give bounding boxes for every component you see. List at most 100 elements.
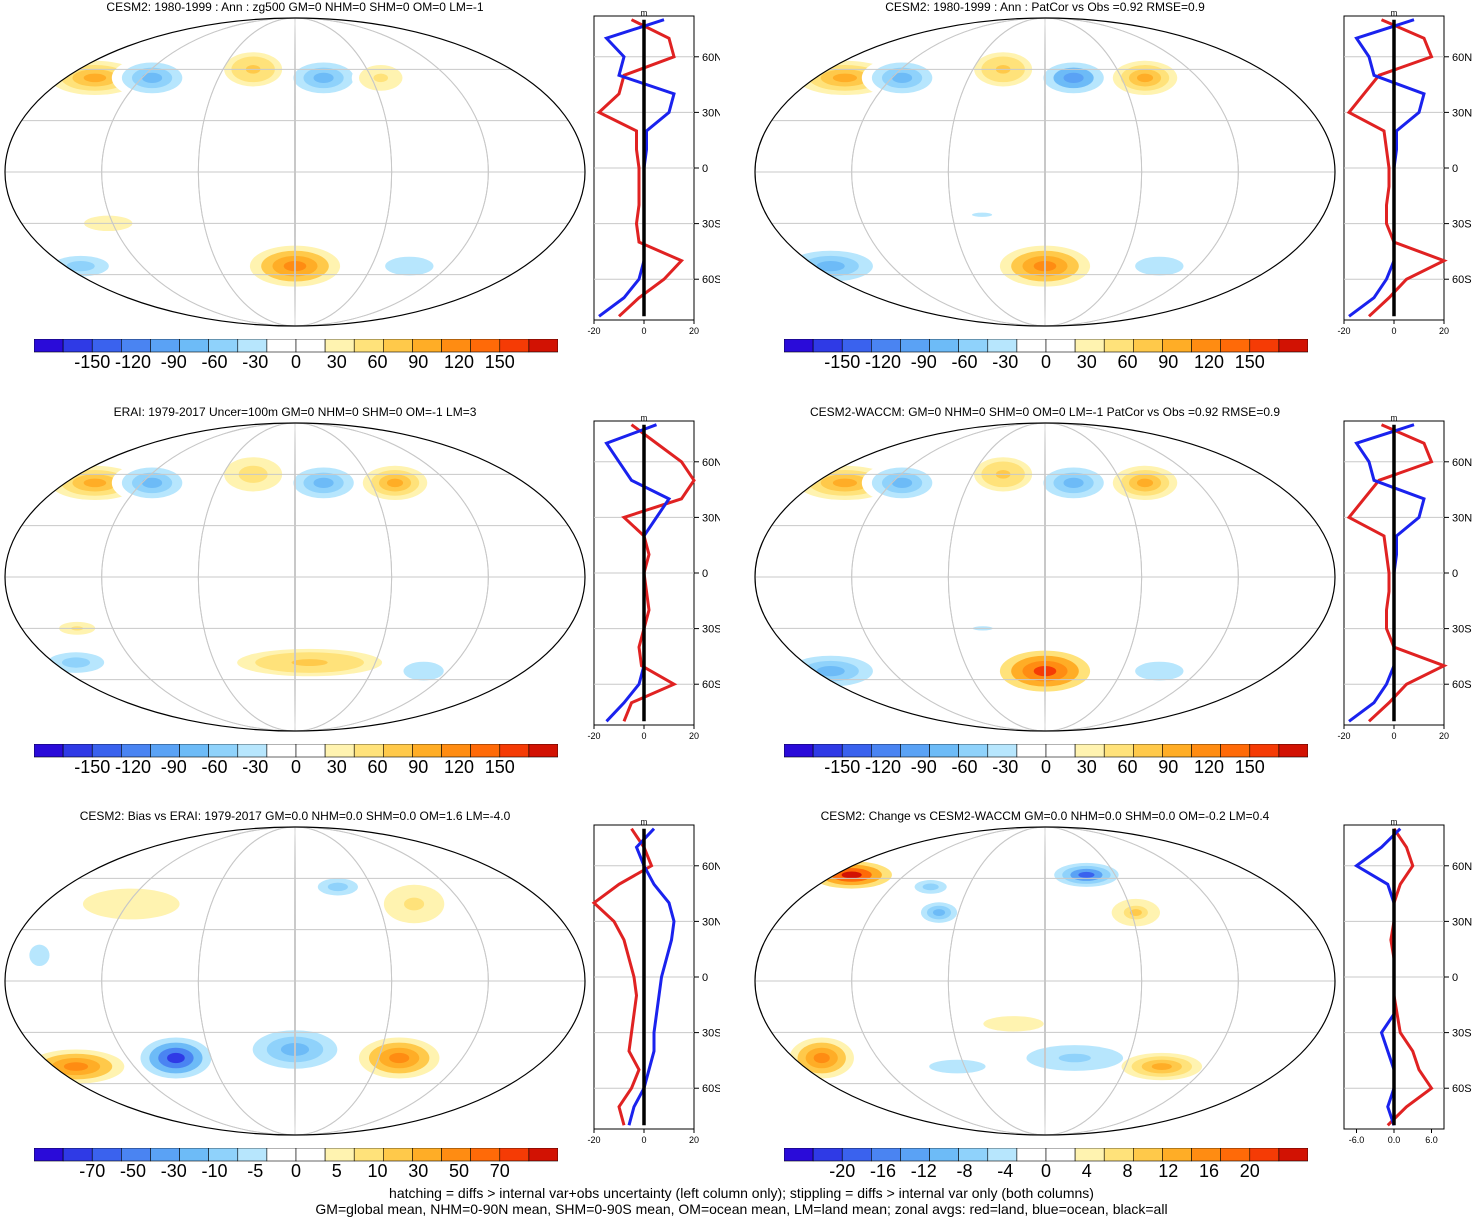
colorbar-swatch <box>237 339 268 353</box>
colorbar-swatch <box>237 744 268 758</box>
longitude-line <box>947 18 1143 326</box>
colorbar-tick-label: 150 <box>1234 757 1265 777</box>
colorbar-swatch <box>1191 744 1221 758</box>
zonal-x-label: -20 <box>587 731 600 741</box>
colorbar-swatch <box>1074 339 1105 353</box>
colorbar-swatch <box>841 1148 872 1162</box>
colorbar-tick-label: 0 <box>290 1161 302 1181</box>
panel-4-zonal-profile: 60N 30N 0 30S 60S -20 0 20 m <box>1337 415 1472 741</box>
longitude-line <box>101 827 489 1135</box>
colorbar-swatch <box>1162 744 1192 758</box>
longitude-line <box>101 18 489 326</box>
anomaly-2-level-3 <box>932 909 946 916</box>
colorbar-tick-label: 8 <box>1122 1161 1133 1181</box>
zonal-x-label: 20 <box>1439 731 1449 741</box>
colorbar-tick-label: 0 <box>290 352 302 372</box>
colorbar-swatch <box>841 339 872 353</box>
anomaly-3-level-3 <box>313 72 334 84</box>
panel-1-colorbar <box>34 339 558 353</box>
colorbar-swatch <box>1045 339 1076 353</box>
colorbar-swatch <box>1133 339 1163 353</box>
map-border <box>754 422 1336 732</box>
colorbar-swatch <box>1133 1148 1163 1162</box>
zonal-lat-label: 60N <box>702 52 720 64</box>
longitude-line <box>294 18 296 326</box>
panel-5-map <box>4 826 586 1136</box>
colorbar-swatch <box>958 339 989 353</box>
zonal-lat-label: 0 <box>1452 568 1458 580</box>
colorbar-tick-label: 10 <box>367 1161 388 1181</box>
colorbar-swatch <box>987 1148 1018 1162</box>
colorbar-swatch <box>987 744 1018 758</box>
colorbar-tick-label: 4 <box>1081 1161 1092 1181</box>
colorbar-tick-label: 5 <box>331 1161 342 1181</box>
colorbar-swatch <box>900 1148 930 1162</box>
colorbar-swatch <box>1278 744 1308 758</box>
colorbar-tick-label: 20 <box>1239 1161 1260 1181</box>
longitude-line <box>101 423 489 731</box>
zonal-lat-label: 30S <box>1452 624 1472 636</box>
map-border <box>4 17 586 327</box>
anomaly-8-level-3 <box>1151 1063 1172 1070</box>
zonal-units: m <box>641 415 648 423</box>
anomaly-0-level-3 <box>83 478 107 488</box>
zonal-lat-label: 60N <box>1452 861 1472 873</box>
panel-1-zonal-profile: 60N 30N 0 30S 60S -20 0 20 m <box>587 10 720 336</box>
colorbar-tick-label: 60 <box>367 352 388 372</box>
zonal-lat-label: 30S <box>702 219 720 231</box>
colorbar-swatch <box>179 339 209 353</box>
colorbar-tick-label: -60 <box>201 352 228 372</box>
zonal-x-label: 20 <box>1439 326 1449 336</box>
colorbar-swatch <box>958 1148 989 1162</box>
colorbar-swatch <box>295 744 326 758</box>
colorbar-swatch <box>499 744 530 758</box>
colorbar-tick-label: -10 <box>201 1161 228 1181</box>
panel-5-colorbar-labels: -70 -50 -30 -10 -5 0 5 10 30 50 70 <box>34 1161 558 1185</box>
colorbar-tick-label: -30 <box>242 352 269 372</box>
zonal-lat-label: 60S <box>1452 274 1472 286</box>
colorbar-tick-label: -60 <box>951 352 978 372</box>
colorbar-swatch <box>1016 339 1047 353</box>
colorbar-swatch <box>1220 339 1251 353</box>
anomaly-0-level-3 <box>83 73 107 83</box>
colorbar-tick-label: 0 <box>1040 1161 1052 1181</box>
colorbar-tick-label: 16 <box>1199 1161 1220 1181</box>
colorbar-swatch <box>441 339 471 353</box>
anomaly-7-level-3 <box>413 666 434 676</box>
colorbar-tick-label: -70 <box>79 1161 106 1181</box>
colorbar-tick-label: 0 <box>290 757 302 777</box>
colorbar-swatch <box>929 1148 959 1162</box>
zonal-land-line <box>1346 18 1448 318</box>
map-border <box>754 826 1336 1136</box>
longitude-line <box>947 827 1143 1135</box>
panel-2-title: CESM2: 1980-1999 : Ann : PatCor vs Obs =… <box>885 0 1205 14</box>
colorbar-swatch <box>1016 1148 1047 1162</box>
panel-4-title: CESM2-WACCM: GM=0 NHM=0 SHM=0 OM=0 LM=-1… <box>809 405 1281 419</box>
colorbar-tick-label: -90 <box>160 757 187 777</box>
colorbar-swatch <box>987 339 1018 353</box>
zonal-units: m <box>1391 415 1398 423</box>
colorbar-swatch <box>784 339 814 353</box>
colorbar-tick-label: -150 <box>74 352 111 372</box>
zonal-x-label: 20 <box>689 731 699 741</box>
anomaly-5-level-3 <box>61 657 91 668</box>
colorbar-swatch <box>841 744 872 758</box>
colorbar-swatch <box>900 744 930 758</box>
colorbar-tick-label: 90 <box>1158 352 1179 372</box>
zonal-lat-label: 30N <box>702 107 720 119</box>
zonal-lat-label: 60S <box>1452 1083 1472 1095</box>
colorbar-swatch <box>1103 339 1134 353</box>
colorbar-swatch <box>470 1148 501 1162</box>
colorbar-tick-label: 90 <box>1158 757 1179 777</box>
colorbar-swatch <box>324 339 355 353</box>
anomaly-9-level-3 <box>326 1003 360 1011</box>
colorbar-tick-label: 70 <box>489 1161 510 1181</box>
colorbar-tick-label: 30 <box>326 757 347 777</box>
anomaly-7-level-3 <box>1058 1053 1091 1063</box>
colorbar-tick-label: 0 <box>1040 352 1052 372</box>
colorbar-tick-label: -4 <box>997 1161 1014 1181</box>
zonal-lat-label: 60N <box>1452 457 1472 469</box>
longitude-line <box>1044 423 1046 731</box>
anomaly-1-level-3 <box>115 898 148 910</box>
zonal-lat-label: 30S <box>1452 1028 1472 1040</box>
